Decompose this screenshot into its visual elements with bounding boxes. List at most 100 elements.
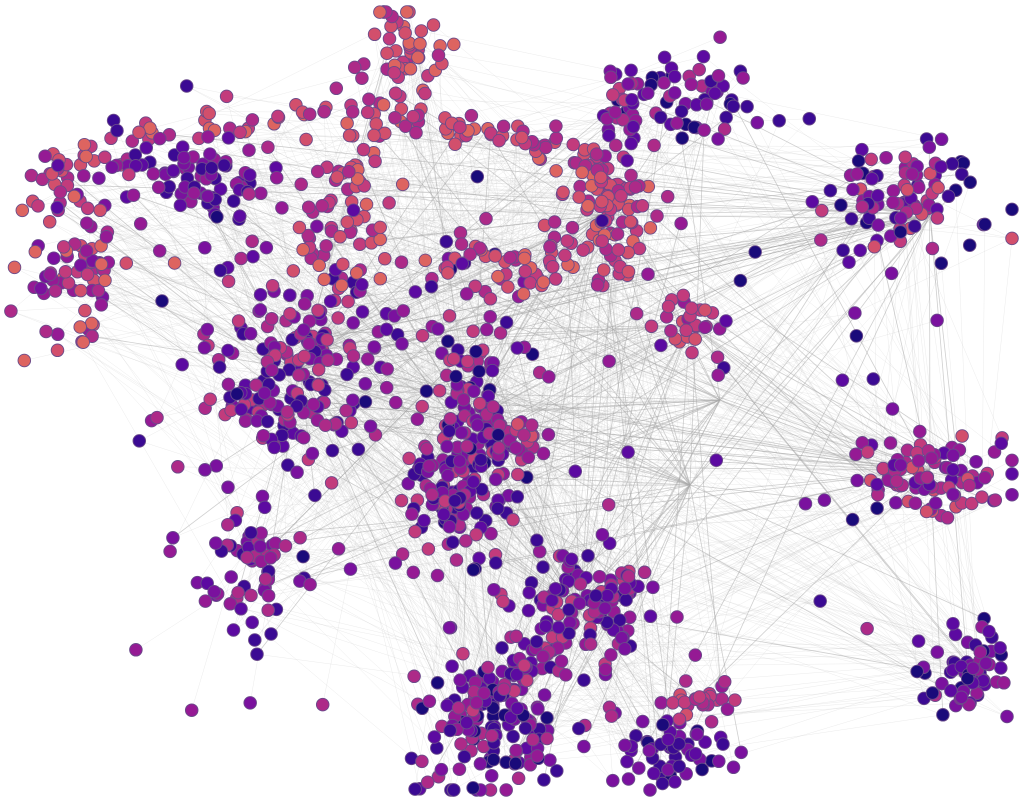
graph-node (486, 752, 501, 767)
graph-edge (191, 576, 232, 711)
graph-node (823, 183, 838, 198)
graph-edge (433, 24, 954, 456)
graph-node (456, 646, 470, 661)
graph-node (455, 256, 469, 271)
graph-node (233, 209, 247, 223)
graph-node (305, 446, 320, 461)
graph-node (660, 189, 675, 204)
graph-edge (422, 90, 918, 186)
graph-node (704, 714, 719, 729)
graph-edge (365, 401, 599, 608)
graph-node (595, 194, 609, 209)
graph-node (150, 410, 164, 425)
graph-node (246, 249, 260, 264)
graph-node (301, 200, 316, 214)
graph-node (139, 141, 154, 155)
graph-edge (83, 342, 255, 641)
graph-edge (352, 282, 728, 710)
graph-node (798, 496, 813, 511)
graph-node (245, 615, 259, 630)
graph-node (265, 278, 280, 293)
graph-node (480, 322, 494, 337)
graph-node (710, 350, 725, 364)
graph-edge (362, 311, 478, 716)
graph-node (98, 273, 112, 288)
graph-node (894, 211, 908, 225)
graph-node (408, 285, 423, 299)
graph-node (221, 377, 236, 392)
graph-node (520, 673, 534, 688)
graph-node (667, 86, 682, 100)
graph-node (448, 137, 462, 151)
graph-node (133, 217, 148, 231)
graph-edge (207, 136, 591, 629)
graph-node (883, 436, 898, 450)
graph-node (400, 5, 414, 19)
graph-edge (203, 267, 531, 335)
graph-node (207, 584, 221, 599)
graph-node (76, 335, 90, 349)
graph-node (668, 775, 682, 789)
graph-node (402, 451, 416, 466)
graph-node (414, 24, 429, 38)
graph-node (538, 140, 553, 155)
graph-node (604, 70, 618, 85)
graph-node (388, 111, 402, 125)
graph-edge (429, 465, 931, 471)
graph-node (466, 324, 480, 338)
graph-node (879, 150, 893, 165)
graph-node (594, 170, 608, 185)
graph-node (312, 258, 326, 273)
graph-edge (473, 469, 931, 571)
graph-node (719, 110, 733, 125)
graph-node (598, 601, 612, 616)
graph-node (167, 256, 182, 270)
graph-edge (606, 205, 901, 470)
graph-node (452, 454, 467, 468)
graph-node (602, 128, 616, 143)
graph-node (369, 117, 383, 131)
graph-node (628, 180, 643, 194)
graph-edge (244, 404, 483, 705)
graph-edge (66, 164, 525, 666)
graph-node (643, 221, 658, 235)
graph-node (690, 727, 704, 741)
graph-node (560, 234, 574, 248)
graph-edge (84, 173, 858, 256)
graph-edge (678, 173, 864, 767)
graph-node (491, 269, 505, 284)
graph-edge (99, 262, 544, 606)
graph-node (213, 263, 228, 278)
graph-node (403, 62, 418, 76)
graph-edge (299, 128, 489, 371)
graph-node (613, 613, 627, 627)
graph-node (850, 167, 864, 181)
graph-node (296, 549, 310, 564)
graph-edge (903, 202, 919, 461)
graph-node (509, 629, 523, 644)
graph-edge (84, 144, 548, 719)
graph-node (258, 572, 273, 586)
graph-edge (383, 104, 445, 515)
graph-edge (182, 146, 601, 216)
graph-node (356, 142, 371, 157)
graph-node (297, 297, 312, 311)
graph-node (166, 164, 181, 178)
graph-edge (907, 189, 964, 692)
graph-node (394, 255, 409, 269)
graph-node (200, 322, 215, 337)
graph-node (589, 147, 604, 161)
graph-edge (566, 240, 581, 611)
graph-node (202, 106, 216, 121)
graph-edge (719, 204, 879, 401)
graph-node (485, 728, 499, 743)
graph-edge (429, 520, 451, 702)
graph-node (889, 496, 903, 510)
graph-node (315, 697, 330, 712)
graph-node (886, 184, 901, 198)
graph-edge (241, 409, 703, 770)
graph-node (308, 488, 322, 503)
graph-edge (386, 53, 981, 661)
graph-node (679, 323, 693, 338)
graph-node (566, 137, 580, 152)
